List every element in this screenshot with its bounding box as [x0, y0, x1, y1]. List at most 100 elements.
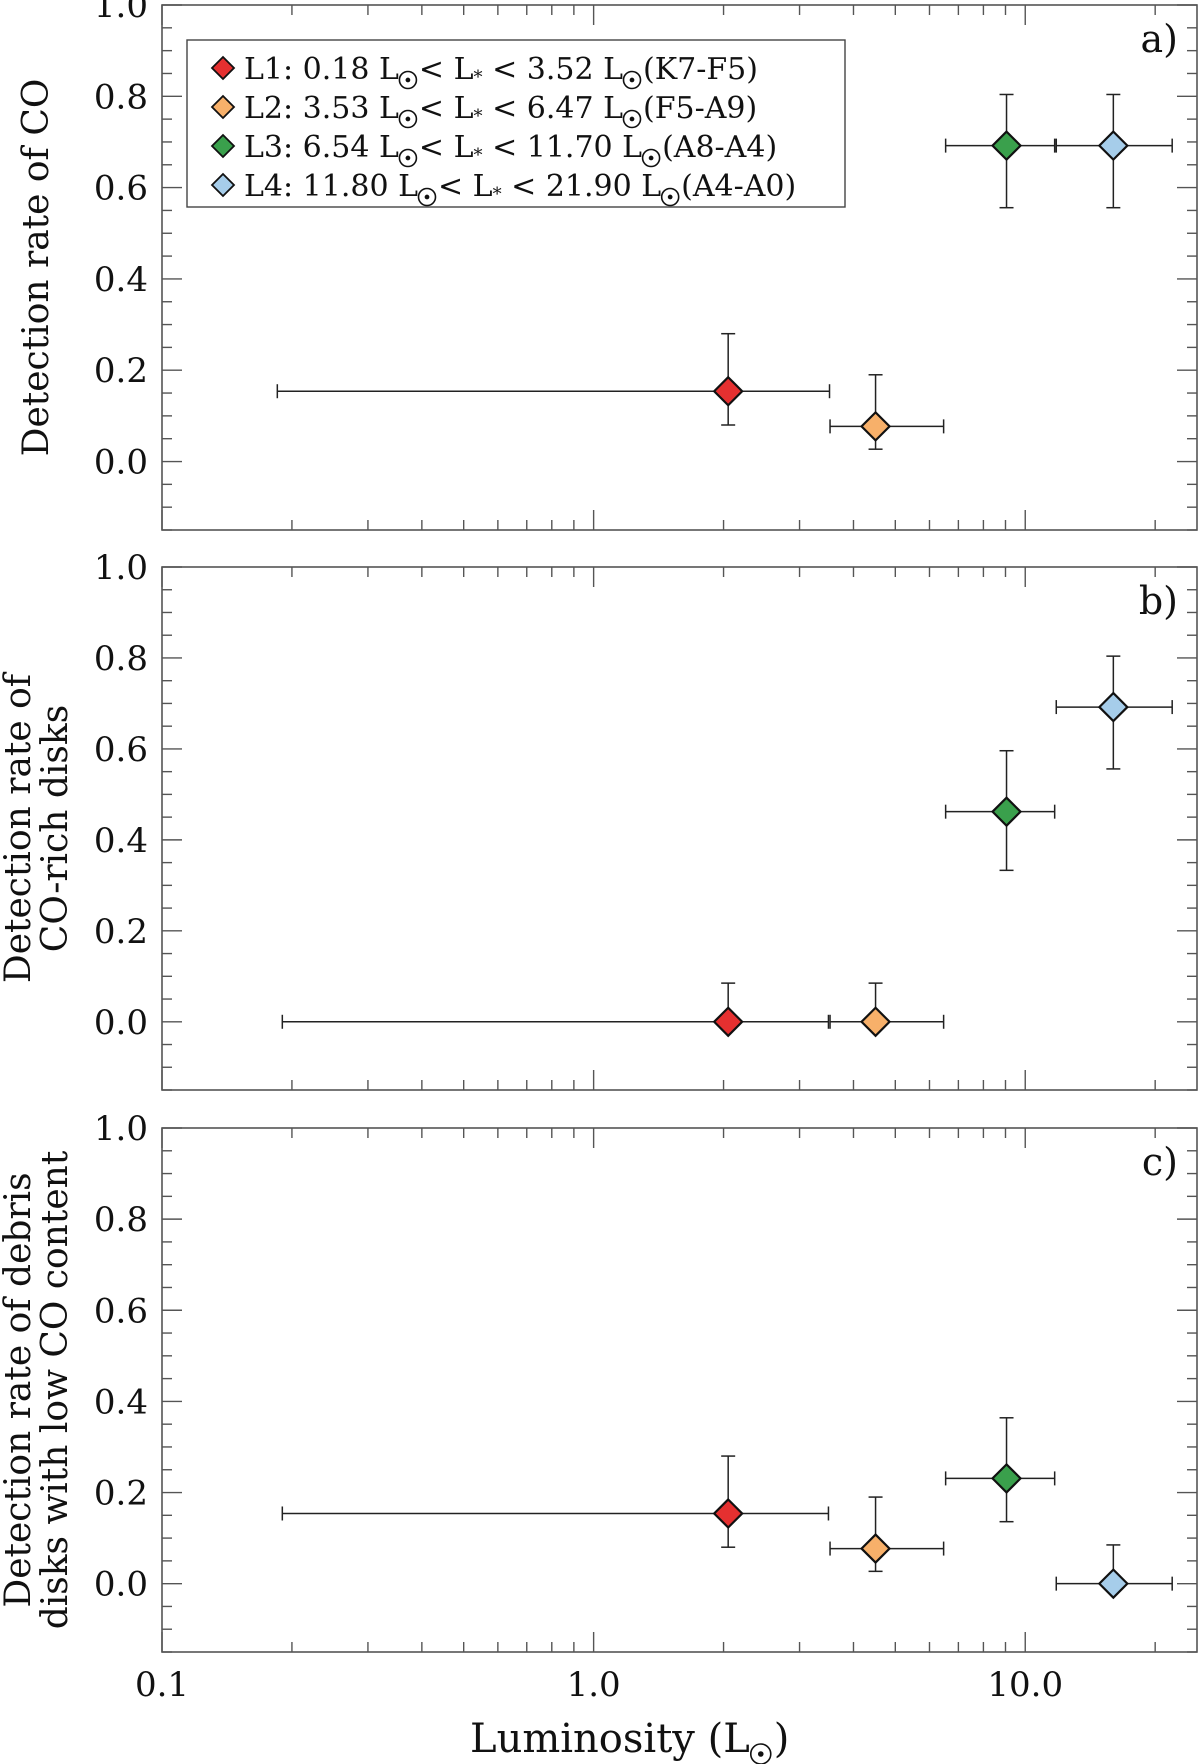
data-point-l3 [944, 749, 1056, 872]
panel-label: b) [1139, 579, 1178, 623]
y-axis-label-line: CO-rich disks [35, 705, 76, 952]
y-tick-label: 0.2 [94, 351, 148, 391]
diamond-marker [990, 1462, 1023, 1494]
solar-symbol-dot [629, 116, 635, 122]
y-axis-label-line: Detection rate of [0, 671, 39, 983]
diamond-marker [1097, 691, 1129, 723]
legend-box [186, 39, 846, 208]
diamond-marker [1097, 130, 1129, 162]
panel-label: c) [1142, 1140, 1178, 1184]
solar-symbol-ring [622, 109, 642, 129]
legend-marker [210, 94, 236, 120]
solar-symbol-ring [398, 109, 418, 129]
legend-entry: L1: 0.18 L < L* < 3.52 L (K7-F5) [210, 52, 758, 90]
diamond-marker [1097, 1568, 1129, 1600]
x-tick-label: 1.0 [567, 1665, 621, 1705]
solar-symbol-dot [405, 155, 411, 161]
legend-star: * [474, 106, 483, 127]
plot-frame [161, 1127, 1198, 1653]
y-axis-label-line: Detection rate of CO [16, 79, 57, 457]
data-point-l2 [829, 982, 945, 1038]
y-tick-label: 0.4 [94, 260, 148, 300]
y-tick-label: 0.6 [94, 730, 148, 770]
diamond-marker [712, 375, 744, 407]
y-tick-labels: 0.0 0.2 0.4 0.6 0.8 1.0 [94, 548, 148, 1043]
y-axis-label: Detection rate of debrisdisks with low C… [0, 1150, 76, 1629]
solar-symbol-icon [749, 1743, 772, 1764]
solar-symbol-icon [641, 148, 661, 168]
panel-3: 0.0 0.2 0.4 0.6 0.8 1.0 0.1 1.0 10.0 Detection ra… [0, 1109, 1198, 1764]
panel-2: 0.0 0.2 0.4 0.6 0.8 1.0 Detection rate ofCO-ri… [0, 548, 1198, 1091]
legend-text: < 6.47 L [483, 91, 624, 126]
data-point-l1 [276, 332, 831, 426]
y-axis-label: Detection rate of CO [16, 79, 57, 457]
legend-label: L3: 6.54 L < L* < 11.70 L (A8-A4) [244, 130, 777, 166]
y-tick-label: 0.8 [94, 77, 148, 117]
legend-text: < L [438, 169, 493, 204]
x-tick-label: 10.0 [987, 1665, 1063, 1705]
legend-text: (F5-A9) [643, 91, 757, 126]
x-ticks [161, 1128, 1156, 1652]
solar-symbol-dot [405, 77, 411, 83]
legend-label: L4: 11.80 L < L* < 21.90 L (A4-A0) [244, 169, 796, 205]
x-tick-label: 0.1 [135, 1665, 189, 1705]
solar-symbol-dot [648, 155, 654, 161]
y-ticks [162, 1127, 1197, 1653]
legend-entry: L2: 3.53 L < L* < 6.47 L (F5-A9) [210, 91, 757, 129]
legend-text: (A8-A4) [662, 130, 777, 165]
legend-text: < 11.70 L [483, 130, 643, 165]
y-tick-label: 0.0 [94, 443, 148, 483]
y-tick-label: 0.4 [94, 821, 148, 861]
data-point-l1 [281, 982, 830, 1038]
legend-label: L1: 0.18 L < L* < 3.52 L (K7-F5) [244, 52, 758, 88]
x-ticks [161, 5, 1156, 530]
solar-symbol-ring [398, 70, 418, 90]
y-tick-label: 0.8 [94, 1200, 148, 1240]
solar-symbol-icon [417, 187, 437, 207]
solar-symbol-icon [622, 109, 642, 129]
y-tick-label: 0.2 [94, 1474, 148, 1514]
solar-symbol-dot [629, 77, 635, 83]
y-axis-label-line: Detection rate of debris [0, 1172, 39, 1607]
legend-text: < L [419, 52, 474, 87]
solar-symbol-icon [622, 70, 642, 90]
legend-marker [210, 55, 236, 81]
legend-text: L3: 6.54 L [244, 130, 399, 165]
solar-symbol-dot [667, 194, 673, 200]
data-point-l4 [1055, 93, 1173, 209]
legend-marker [210, 172, 236, 198]
diamond-marker [860, 410, 892, 442]
y-tick-label: 1.0 [94, 548, 148, 588]
panel-1: 0.0 0.2 0.4 0.6 0.8 1.0 Detection rate of CO a)… [16, 0, 1198, 531]
data-point-l2 [829, 374, 945, 450]
diamond-marker [860, 1533, 892, 1565]
x-ticks [161, 567, 1156, 1090]
legend-text: (K7-F5) [643, 52, 758, 87]
solar-symbol-ring [641, 148, 661, 168]
solar-symbol-ring [749, 1743, 772, 1764]
data-point-l1 [281, 1455, 830, 1548]
solar-symbol-dot [424, 194, 430, 200]
legend-text: L2: 3.53 L [244, 91, 399, 126]
legend-text: L1: 0.18 L [244, 52, 399, 87]
diamond-marker [990, 130, 1023, 162]
y-tick-label: 0.2 [94, 912, 148, 952]
x-tick-labels: 0.1 1.0 10.0 [135, 1665, 1063, 1705]
solar-symbol-dot [757, 1751, 764, 1757]
legend-text: < L [419, 91, 474, 126]
solar-symbol-icon [398, 70, 418, 90]
legend-text: < 3.52 L [483, 52, 624, 87]
x-axis-label-text: Luminosity (L [470, 1716, 750, 1762]
plot-frame [161, 566, 1198, 1091]
legend-text: L4: 11.80 L [244, 169, 418, 204]
legend: L1: 0.18 L < L* < 3.52 L (K7-F5)L2: 3.53 L… [186, 39, 846, 208]
y-tick-label: 0.4 [94, 1382, 148, 1422]
data-point-l4 [1055, 1544, 1173, 1600]
x-axis-label-text: ) [774, 1716, 790, 1762]
solar-symbol-ring [398, 148, 418, 168]
legend-label: L2: 3.53 L < L* < 6.47 L (F5-A9) [244, 91, 757, 127]
y-ticks [162, 566, 1197, 1091]
legend-star: * [493, 184, 502, 205]
legend-entry: L4: 11.80 L < L* < 21.90 L (A4-A0) [210, 169, 796, 207]
